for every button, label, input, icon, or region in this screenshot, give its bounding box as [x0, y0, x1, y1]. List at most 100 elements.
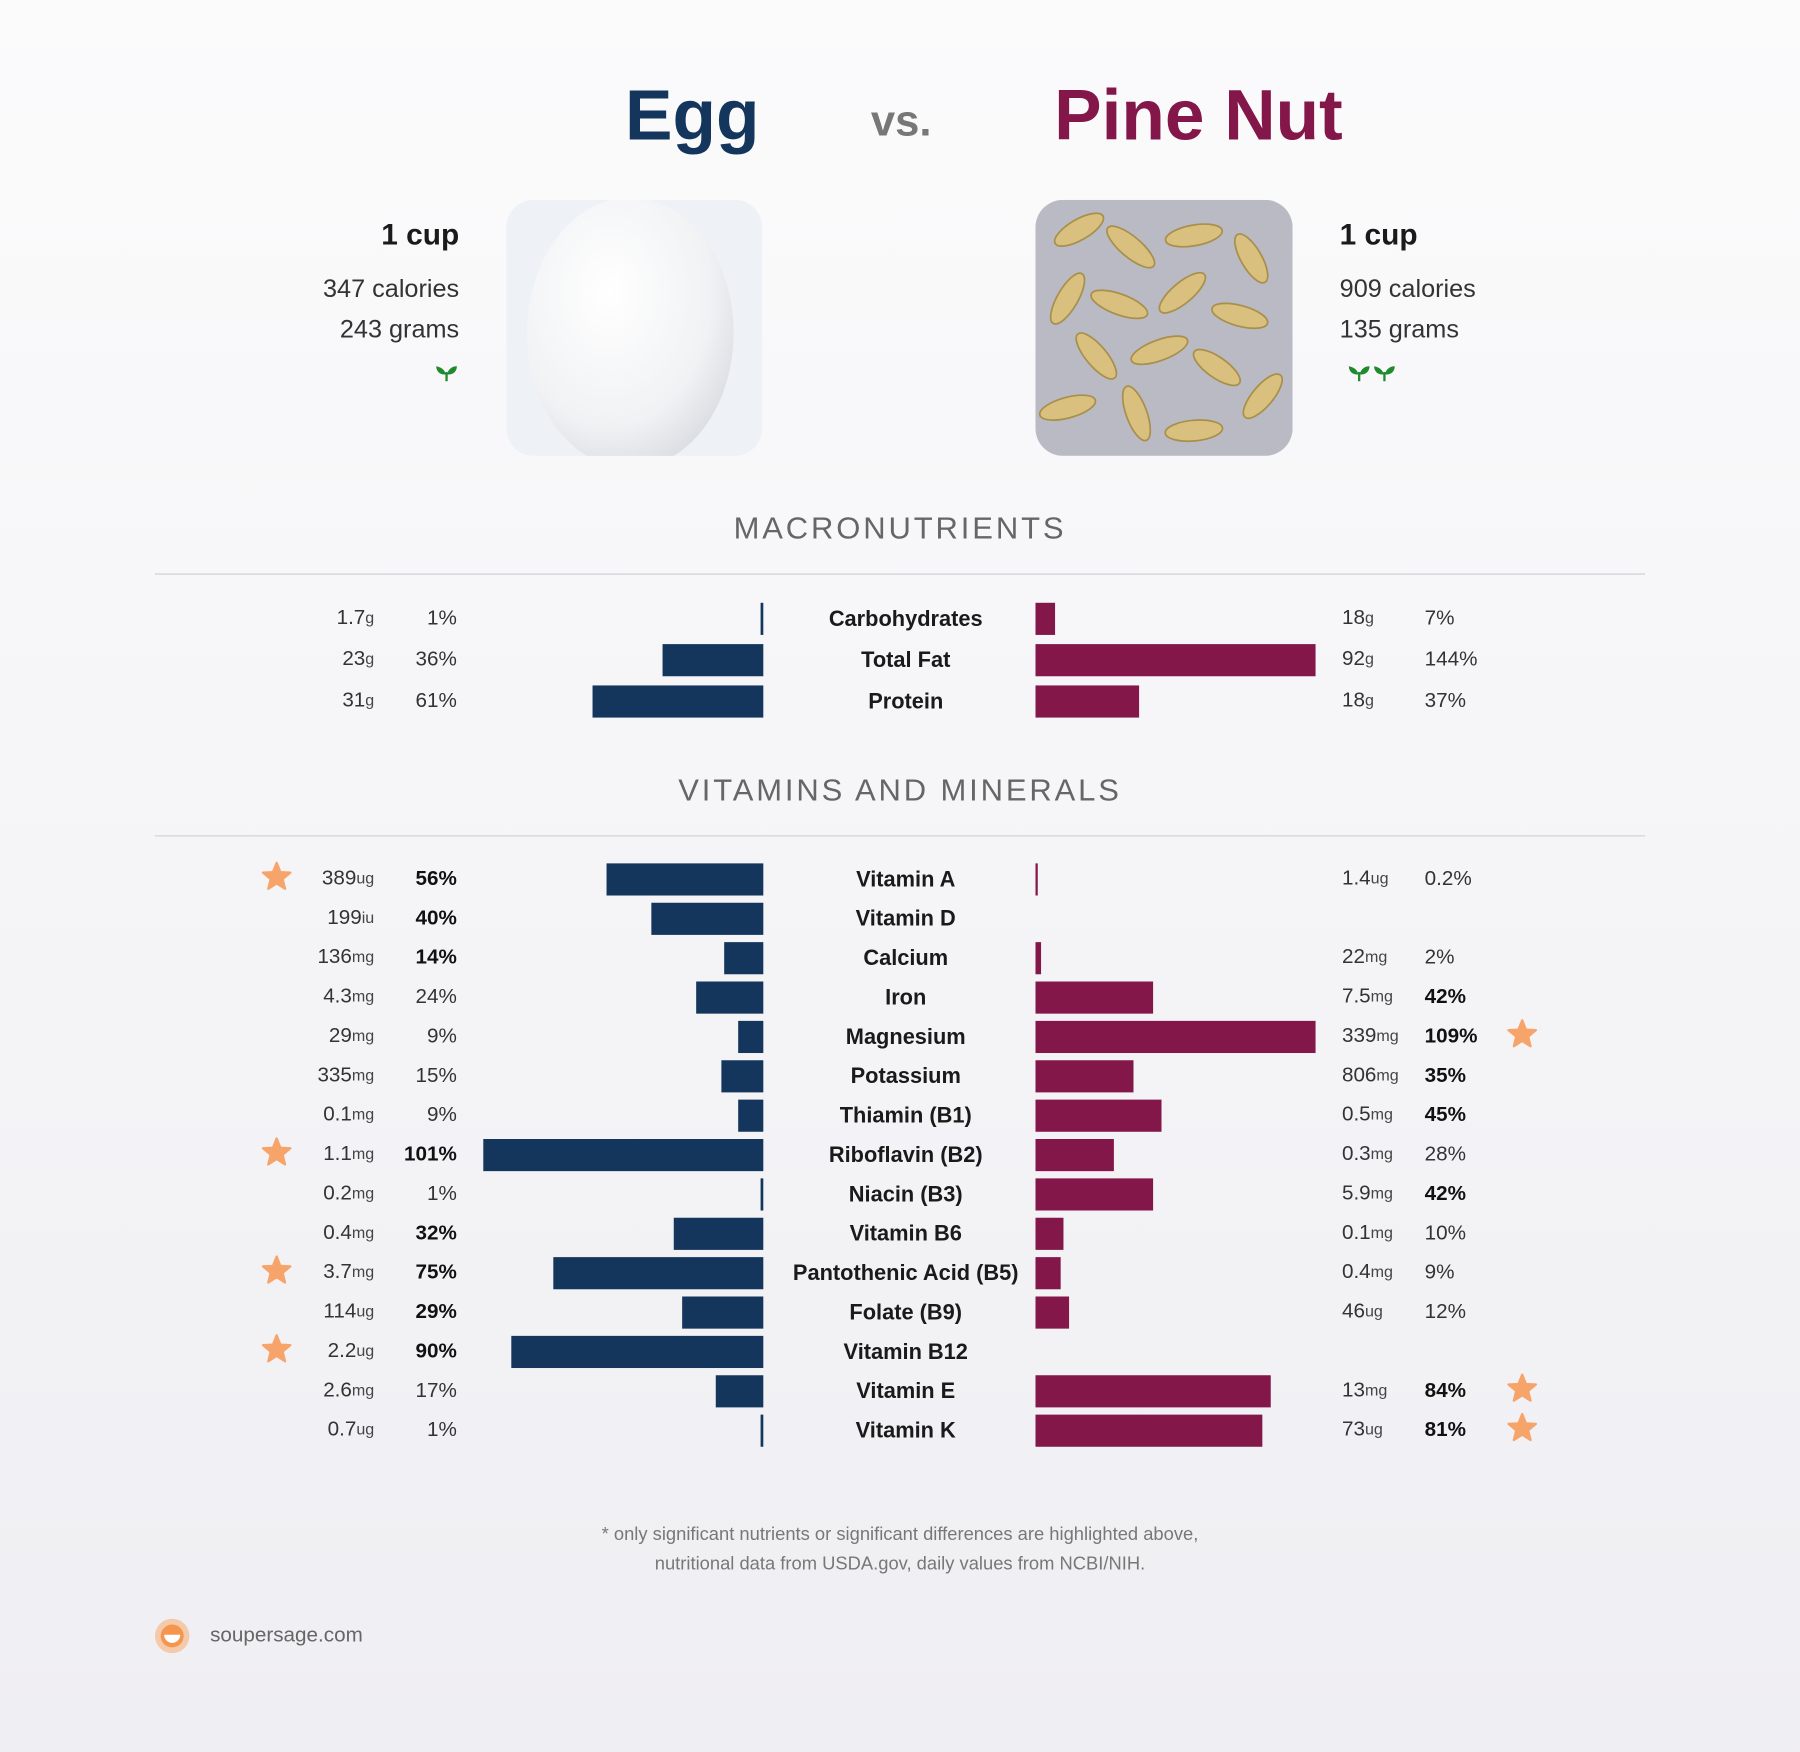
nutrient-label: Vitamin E	[856, 1378, 955, 1403]
sprout-leaf	[1374, 366, 1385, 379]
bar	[738, 1020, 764, 1054]
bar	[715, 1375, 764, 1408]
amount: 2.6mg	[323, 1379, 374, 1402]
percent-label: 61%	[416, 689, 457, 712]
percent-label: 28%	[1425, 1143, 1466, 1166]
percent-label: 109%	[1425, 1024, 1478, 1047]
percent-label: 45%	[1425, 1103, 1466, 1126]
section-title: MACRONUTRIENTS	[734, 511, 1067, 546]
amount-value: 335	[317, 1064, 351, 1087]
amount-value: 199	[327, 906, 361, 929]
bar	[1035, 1060, 1134, 1093]
amount-unit: g	[365, 609, 374, 627]
amount-unit: mg	[1376, 1027, 1398, 1045]
bar	[1035, 942, 1042, 975]
sprout-stem	[1358, 372, 1361, 382]
sprout-icon	[1374, 366, 1395, 382]
bar	[738, 1099, 764, 1132]
amount-value: 7.5	[1342, 985, 1371, 1008]
nutrient-label: Potassium	[851, 1063, 961, 1088]
amount: 1.4ug	[1342, 867, 1389, 890]
percent-label: 15%	[416, 1064, 457, 1087]
amount-value: 0.2	[323, 1182, 352, 1205]
bar	[1035, 644, 1316, 677]
amount-unit: g	[365, 650, 374, 668]
amount: 806mg	[1342, 1064, 1399, 1087]
amount: 31g	[342, 689, 374, 712]
bar	[1035, 1138, 1114, 1172]
bar	[606, 863, 764, 896]
star-icon	[261, 861, 292, 890]
logo	[154, 1618, 190, 1654]
percent-label: 10%	[1425, 1221, 1466, 1244]
bar	[1035, 1257, 1061, 1290]
bar	[1035, 1020, 1316, 1054]
amount-value: 114	[323, 1300, 356, 1323]
bar	[724, 942, 764, 975]
amount: 0.4mg	[1342, 1261, 1393, 1284]
amount: 1.1mg	[323, 1143, 374, 1166]
amount-unit: mg	[1371, 1224, 1393, 1242]
amount-unit: mg	[1376, 1067, 1398, 1085]
bar	[1035, 1296, 1070, 1329]
percent-label: 2%	[1425, 946, 1455, 969]
site-name: soupersage.com	[210, 1623, 363, 1646]
amount-unit: g	[1365, 609, 1374, 627]
amount-unit: mg	[352, 1185, 374, 1203]
amount-value: 5.9	[1342, 1182, 1371, 1205]
percent-label: 24%	[416, 985, 457, 1008]
bar	[760, 1414, 764, 1447]
amount: 0.1mg	[1342, 1221, 1393, 1244]
percent-label: 37%	[1425, 689, 1466, 712]
amount-value: 0.3	[1342, 1143, 1371, 1166]
amount-value: 3.7	[323, 1261, 352, 1284]
amount: 0.2mg	[323, 1182, 374, 1205]
percent-label: 90%	[416, 1339, 457, 1362]
right-food-name: Pine Nut	[1054, 76, 1343, 155]
amount-value: 2.2	[328, 1339, 357, 1362]
bar	[682, 1296, 764, 1329]
bar	[760, 1178, 764, 1211]
percent-label: 9%	[1425, 1261, 1455, 1284]
bar	[1035, 863, 1038, 896]
amount-unit: mg	[352, 1145, 374, 1163]
pine-nut-image	[1035, 199, 1293, 456]
amount: 23g	[342, 648, 374, 671]
amount: 4.3mg	[323, 985, 374, 1008]
bar	[696, 981, 764, 1014]
nutrient-label: Vitamin A	[856, 866, 956, 891]
amount-value: 18	[1342, 689, 1365, 712]
bar	[1035, 602, 1056, 635]
amount: 0.3mg	[1342, 1143, 1393, 1166]
bar	[662, 644, 764, 677]
amount-value: 0.7	[328, 1418, 357, 1441]
percent-label: 40%	[416, 906, 457, 929]
amount-unit: mg	[352, 1106, 374, 1124]
amount-value: 22	[1342, 946, 1365, 969]
amount: 2.2ug	[328, 1339, 375, 1362]
right-serving: 1 cup	[1340, 218, 1418, 251]
nutrient-label: Vitamin D	[856, 906, 956, 931]
amount: 199iu	[327, 906, 374, 929]
amount-value: 339	[1342, 1024, 1376, 1047]
percent-label: 1%	[427, 1182, 457, 1205]
percent-label: 36%	[416, 648, 457, 671]
right-calories: 909 calories	[1340, 275, 1476, 303]
amount-unit: iu	[362, 909, 375, 927]
sprout-stem	[445, 372, 448, 382]
amount: 13mg	[1342, 1379, 1387, 1402]
amount-value: 46	[1342, 1300, 1365, 1323]
nutrient-label: Niacin (B3)	[849, 1181, 963, 1206]
section-title: VITAMINS AND MINERALS	[678, 772, 1122, 807]
nutrient-label: Vitamin B6	[850, 1221, 962, 1246]
amount-value: 18	[1342, 606, 1365, 629]
amount-value: 0.5	[1342, 1103, 1371, 1126]
left-calories: 347 calories	[323, 275, 459, 303]
left-food-name: Egg	[625, 76, 759, 155]
bar	[1035, 1099, 1162, 1132]
right-grams: 135 grams	[1340, 315, 1459, 343]
star-icon	[1507, 1373, 1538, 1402]
percent-label: 35%	[1425, 1064, 1466, 1087]
nutrient-label: Riboflavin (B2)	[829, 1142, 983, 1167]
